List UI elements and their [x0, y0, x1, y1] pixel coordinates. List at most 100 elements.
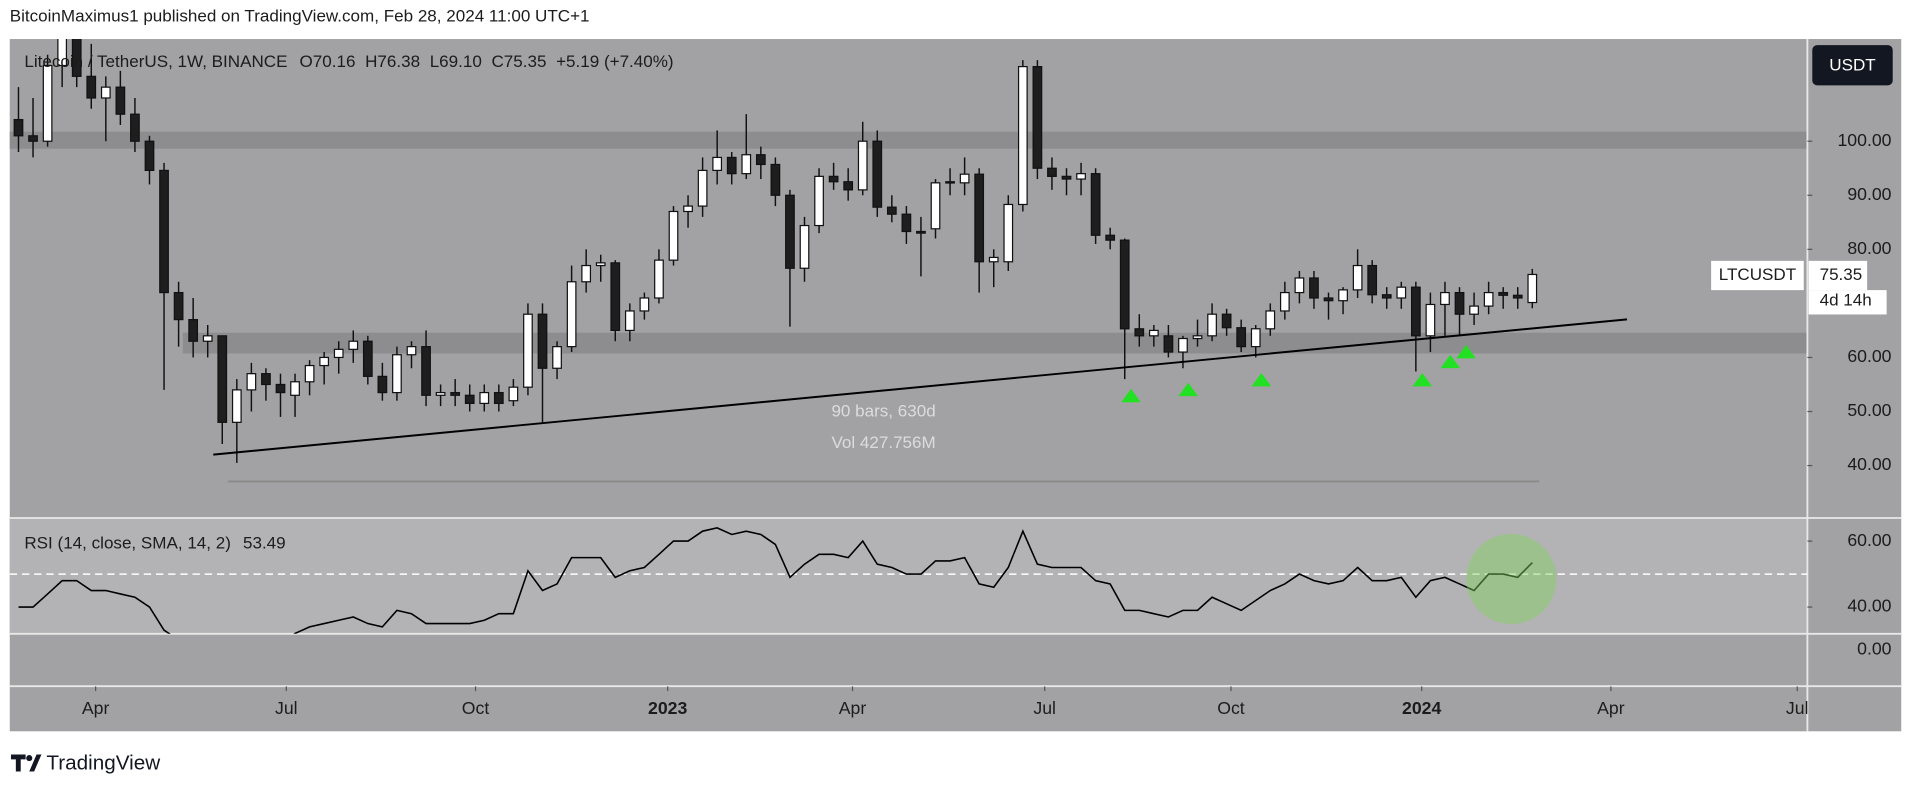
candle-body: [1207, 313, 1217, 337]
candle-body: [1032, 66, 1043, 169]
candle-body: [974, 173, 985, 263]
candle-body: [421, 346, 431, 396]
candle-body: [1134, 328, 1145, 337]
candle-body: [610, 262, 621, 332]
candle-body: [450, 391, 461, 396]
legend-label: O: [300, 52, 313, 71]
lower-pane-tick-label: 0.00: [1857, 638, 1892, 658]
x-tick-label: Jul: [275, 698, 298, 718]
candle-body: [566, 281, 577, 348]
candle-body: [770, 163, 781, 196]
candle-body: [595, 262, 606, 267]
symbol-title: Litecoin / TetherUS, 1W, BINANCE: [24, 52, 287, 71]
legend-value: 70.16: [313, 52, 356, 71]
measure-volume: Vol 427.756M: [831, 433, 935, 452]
price-tag: [1808, 260, 1868, 291]
candle-body: [785, 194, 795, 269]
candle-body: [1512, 294, 1523, 299]
candle-body: [755, 154, 766, 166]
candle-body: [1265, 310, 1276, 330]
candle-body: [1527, 273, 1538, 304]
x-tick-label: Apr: [839, 698, 867, 718]
marker: [1178, 382, 1199, 397]
symbol-tag-text: LTCUSDT: [1719, 265, 1797, 284]
price-tag-value: 75.35: [1820, 265, 1863, 284]
currency-label[interactable]: USDT: [1829, 55, 1876, 74]
candle-body: [435, 391, 446, 396]
legend-change: +5.19 (+7.40%): [556, 52, 674, 71]
candle-body: [348, 340, 359, 350]
y-tick-label: 50.00: [1847, 400, 1891, 420]
marker: [1121, 388, 1141, 403]
legend-label: L: [430, 52, 439, 71]
x-tick-label: Jul: [1786, 698, 1809, 718]
candle-body: [333, 348, 344, 359]
candle-body: [1381, 294, 1392, 299]
resistance-zone: [9, 131, 1808, 149]
candle-body: [1410, 286, 1421, 337]
candle-body: [945, 181, 955, 184]
candle-body: [799, 224, 810, 269]
candle-body: [1469, 305, 1479, 315]
symbol-tag: [1711, 260, 1804, 291]
candle-body: [144, 140, 155, 172]
candle-body: [1498, 291, 1509, 296]
candle-body: [726, 156, 737, 175]
candle-body: [173, 291, 184, 321]
candle-body: [406, 346, 417, 356]
candle-body: [246, 373, 257, 391]
x-tick-label: Jul: [1033, 698, 1056, 718]
rsi-value: 53.49: [243, 533, 286, 552]
candle-body: [697, 169, 708, 207]
legend: Litecoin / TetherUS, 1W, BINANCE O70.16 …: [24, 52, 673, 71]
candle-body: [1076, 173, 1086, 180]
marker: [1456, 344, 1476, 359]
candle-body: [1309, 277, 1319, 299]
x-tick-label: Oct: [1217, 698, 1245, 718]
legend-value: 75.35: [504, 52, 547, 71]
legend-label: H: [365, 52, 377, 71]
logo-icon: [10, 754, 42, 772]
rsi-line: [18, 527, 1533, 634]
countdown: 4d 14h: [1820, 291, 1872, 310]
rsi-tick-label: 40.00: [1847, 596, 1891, 616]
time-axis: Apr Jul Oct 2023 Apr Jul Oct 2024 Apr Jul: [82, 686, 1809, 718]
candle-body: [159, 169, 169, 294]
candle-body: [362, 340, 373, 377]
candle-body: [1323, 297, 1334, 302]
candle-body: [581, 264, 592, 283]
candle-body: [479, 391, 490, 405]
header: BitcoinMaximus1 published on TradingView…: [10, 7, 590, 26]
candle-body: [843, 181, 854, 191]
candle-body: [828, 175, 839, 183]
candle-body: [86, 75, 97, 99]
candle-body: [130, 113, 140, 142]
candle-body: [217, 335, 228, 423]
candle-body: [1236, 327, 1247, 348]
candle-body: [857, 140, 868, 191]
candle-body: [115, 86, 126, 115]
candle-body: [1483, 291, 1494, 307]
candle-body: [814, 175, 824, 227]
marker: [1412, 372, 1433, 387]
candle-body: [1367, 264, 1378, 296]
candle-body: [1454, 291, 1465, 315]
candle-body: [683, 205, 693, 213]
candle-body: [872, 140, 883, 208]
candle-body: [464, 394, 475, 405]
candle-body: [886, 206, 897, 215]
candle-body: [959, 173, 970, 184]
candle-body: [1338, 289, 1348, 302]
candle-body: [1279, 291, 1290, 312]
candle-body: [202, 335, 213, 342]
currency-button[interactable]: [1812, 45, 1893, 86]
logo: [10, 754, 42, 772]
candle-body: [1061, 175, 1072, 180]
highlight-circle: [1466, 533, 1557, 625]
y-tick-label: 40.00: [1847, 454, 1891, 474]
candle-body: [1163, 335, 1174, 353]
candle-body: [988, 256, 999, 263]
rsi-label: RSI (14, close, SMA, 14, 2): [24, 533, 231, 552]
